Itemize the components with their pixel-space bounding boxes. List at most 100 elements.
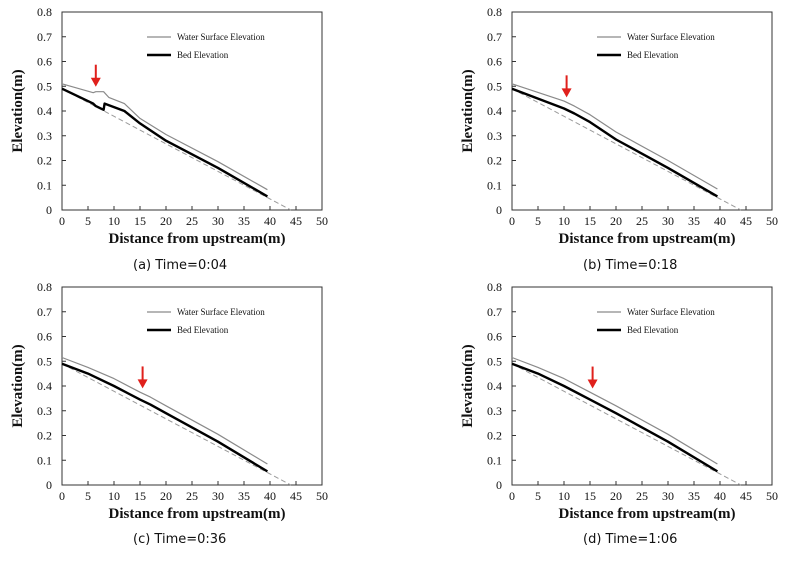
x-tick-label: 20 xyxy=(160,214,172,228)
x-tick-label: 20 xyxy=(610,214,622,228)
x-tick-label: 50 xyxy=(766,214,778,228)
x-tick-label: 15 xyxy=(584,214,596,228)
arrow-head xyxy=(90,77,101,87)
chart-panel-d: 0 5 10 15 20 25 30 35 40 45 50 0 0.1 0.2 0.3 0.4 0.5 0.6 0… xyxy=(460,280,778,522)
x-tick-label: 20 xyxy=(160,489,172,503)
y-tick-label: 0.1 xyxy=(487,453,502,467)
x-tick-label: 0 xyxy=(509,214,515,228)
x-axis-label: Distance from upstream(m) xyxy=(109,231,286,247)
x-tick-label: 5 xyxy=(535,214,541,228)
y-tick-label: 0.6 xyxy=(487,330,502,344)
x-tick-label: 40 xyxy=(264,214,276,228)
bed-elevation-line xyxy=(61,362,269,473)
x-tick-label: 35 xyxy=(688,489,700,503)
y-tick-label: 0 xyxy=(496,478,502,492)
x-tick-label: 20 xyxy=(610,489,622,503)
initial-bed-dashed-line xyxy=(61,363,292,486)
initial-bed-dashed-line xyxy=(511,363,742,486)
arrow-head xyxy=(561,88,572,98)
x-tick-label: 25 xyxy=(636,214,648,228)
x-tick-label: 0 xyxy=(509,489,515,503)
y-tick-label: 0.8 xyxy=(37,280,52,294)
water-surface-line xyxy=(511,356,718,465)
x-tick-label: 10 xyxy=(558,489,570,503)
x-tick-label: 50 xyxy=(766,489,778,503)
y-tick-label: 0 xyxy=(46,203,52,217)
x-tick-label: 40 xyxy=(714,489,726,503)
y-tick-label: 0.5 xyxy=(487,79,502,93)
water-surface-line xyxy=(61,356,268,465)
x-tick-label: 5 xyxy=(85,214,91,228)
bed-elevation-line xyxy=(511,87,718,198)
x-tick-label: 45 xyxy=(290,214,302,228)
water-surface-line xyxy=(61,83,268,191)
y-tick-label: 0.1 xyxy=(37,453,52,467)
legend-label-bed: Bed Elevation xyxy=(177,325,229,335)
y-tick-label: 0.5 xyxy=(37,354,52,368)
arrow-marker-icon xyxy=(90,64,101,87)
y-tick-label: 0.2 xyxy=(487,154,502,168)
y-tick-label: 0 xyxy=(46,478,52,492)
x-axis-label: Distance from upstream(m) xyxy=(559,506,736,522)
x-tick-label: 10 xyxy=(108,489,120,503)
arrow-marker-icon xyxy=(587,366,598,389)
y-tick-label: 0.1 xyxy=(37,178,52,192)
y-tick-label: 0.7 xyxy=(37,305,52,319)
plot-frame xyxy=(61,11,323,211)
y-tick-label: 0.4 xyxy=(487,104,502,118)
arrow-head xyxy=(137,379,148,389)
caption-c: (c) Time=0:36 xyxy=(133,532,227,547)
x-tick-label: 30 xyxy=(662,214,674,228)
legend-label-water: Water Surface Elevation xyxy=(627,32,715,42)
x-tick-label: 10 xyxy=(558,214,570,228)
y-tick-label: 0.2 xyxy=(37,429,52,443)
x-tick-label: 15 xyxy=(134,214,146,228)
x-tick-label: 30 xyxy=(662,489,674,503)
chart-panel-c: 0 5 10 15 20 25 30 35 40 45 50 0 0.1 0.2 0.3 0.4 0.5 0.6 0… xyxy=(10,280,328,522)
chart-panel-b: 0 5 10 15 20 25 30 35 40 45 50 0 0.1 0.2 0.3 0.4 0.5 0.6 0… xyxy=(460,5,778,247)
x-tick-label: 5 xyxy=(85,489,91,503)
water-surface-line xyxy=(511,83,718,190)
bed-elevation-line xyxy=(61,87,268,198)
x-tick-label: 15 xyxy=(134,489,146,503)
y-tick-label: 0.2 xyxy=(487,429,502,443)
y-tick-label: 0.8 xyxy=(37,5,52,19)
x-tick-label: 25 xyxy=(636,489,648,503)
y-tick-label: 0.5 xyxy=(37,79,52,93)
plot-frame xyxy=(511,286,773,486)
x-tick-label: 45 xyxy=(290,489,302,503)
legend-label-water: Water Surface Elevation xyxy=(177,32,265,42)
y-tick-label: 0.4 xyxy=(487,379,502,393)
x-axis-label: Distance from upstream(m) xyxy=(109,506,286,522)
x-tick-label: 30 xyxy=(212,489,224,503)
y-axis-label: Elevation(m) xyxy=(460,69,476,152)
x-tick-label: 40 xyxy=(714,214,726,228)
y-tick-label: 0.3 xyxy=(37,129,52,143)
y-tick-label: 0.6 xyxy=(487,55,502,69)
y-tick-label: 0.3 xyxy=(487,404,502,418)
y-tick-label: 0.3 xyxy=(37,404,52,418)
legend-label-bed: Bed Elevation xyxy=(177,50,229,60)
plot-frame xyxy=(511,11,773,211)
x-tick-label: 25 xyxy=(186,489,198,503)
x-tick-label: 30 xyxy=(212,214,224,228)
x-tick-label: 15 xyxy=(584,489,596,503)
caption-a: (a) Time=0:04 xyxy=(133,258,228,273)
caption-d: (d) Time=1:06 xyxy=(583,532,678,547)
x-tick-label: 35 xyxy=(238,214,250,228)
chart-panel-a: 0 5 10 15 20 25 30 35 40 45 50 0 0.1 0.2 0.3 0.4 0.5 0.6 0… xyxy=(10,5,328,247)
y-tick-label: 0.3 xyxy=(487,129,502,143)
y-tick-label: 0.8 xyxy=(487,5,502,19)
x-axis-label: Distance from upstream(m) xyxy=(559,231,736,247)
y-tick-label: 0.2 xyxy=(37,154,52,168)
x-tick-label: 0 xyxy=(59,489,65,503)
x-tick-label: 5 xyxy=(535,489,541,503)
y-tick-label: 0.8 xyxy=(487,280,502,294)
legend-label-bed: Bed Elevation xyxy=(627,50,679,60)
legend-label-water: Water Surface Elevation xyxy=(177,307,265,317)
x-tick-label: 45 xyxy=(740,489,752,503)
y-tick-label: 0.5 xyxy=(487,354,502,368)
y-axis-label: Elevation(m) xyxy=(10,69,26,152)
y-tick-label: 0.4 xyxy=(37,379,52,393)
